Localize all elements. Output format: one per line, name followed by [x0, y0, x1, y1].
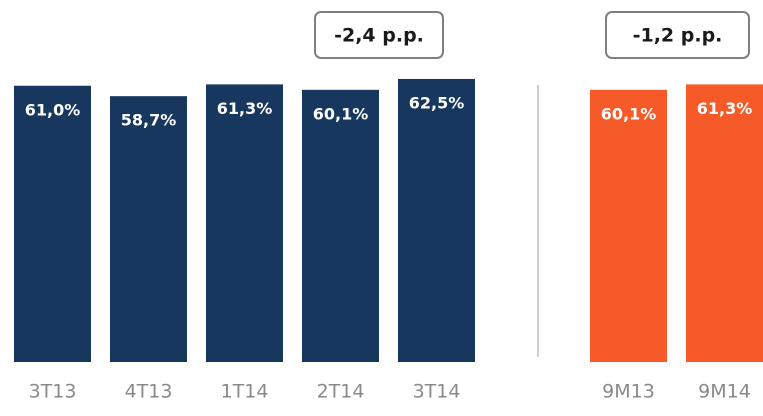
value-label: 61,3% — [217, 99, 273, 118]
x-tick-label: 9M13 — [602, 381, 655, 403]
x-tick-label: 1T14 — [221, 381, 269, 403]
bar — [302, 89, 379, 362]
value-label: 60,1% — [601, 104, 657, 123]
bar — [686, 84, 763, 363]
value-label: 60,1% — [313, 104, 369, 123]
bar — [590, 89, 667, 362]
x-tick-label: 9M14 — [698, 381, 751, 403]
value-label: 58,7% — [121, 111, 177, 130]
value-label: 61,3% — [697, 99, 753, 118]
bar — [110, 96, 187, 363]
annotation-box — [605, 11, 750, 59]
annotation: -1,2 p.p. — [633, 25, 723, 47]
bar — [14, 85, 91, 362]
value-label: 61,0% — [25, 100, 81, 119]
annotation: -2,4 p.p. — [334, 25, 424, 47]
x-tick-label: 4T13 — [125, 381, 173, 403]
x-tick-label: 3T13 — [29, 381, 77, 403]
x-tick-label: 2T14 — [317, 381, 365, 403]
bar — [398, 78, 475, 362]
x-tick-label: 3T14 — [413, 381, 461, 403]
value-label: 62,5% — [409, 93, 465, 112]
annotation-box — [314, 11, 444, 59]
bar — [206, 84, 283, 363]
